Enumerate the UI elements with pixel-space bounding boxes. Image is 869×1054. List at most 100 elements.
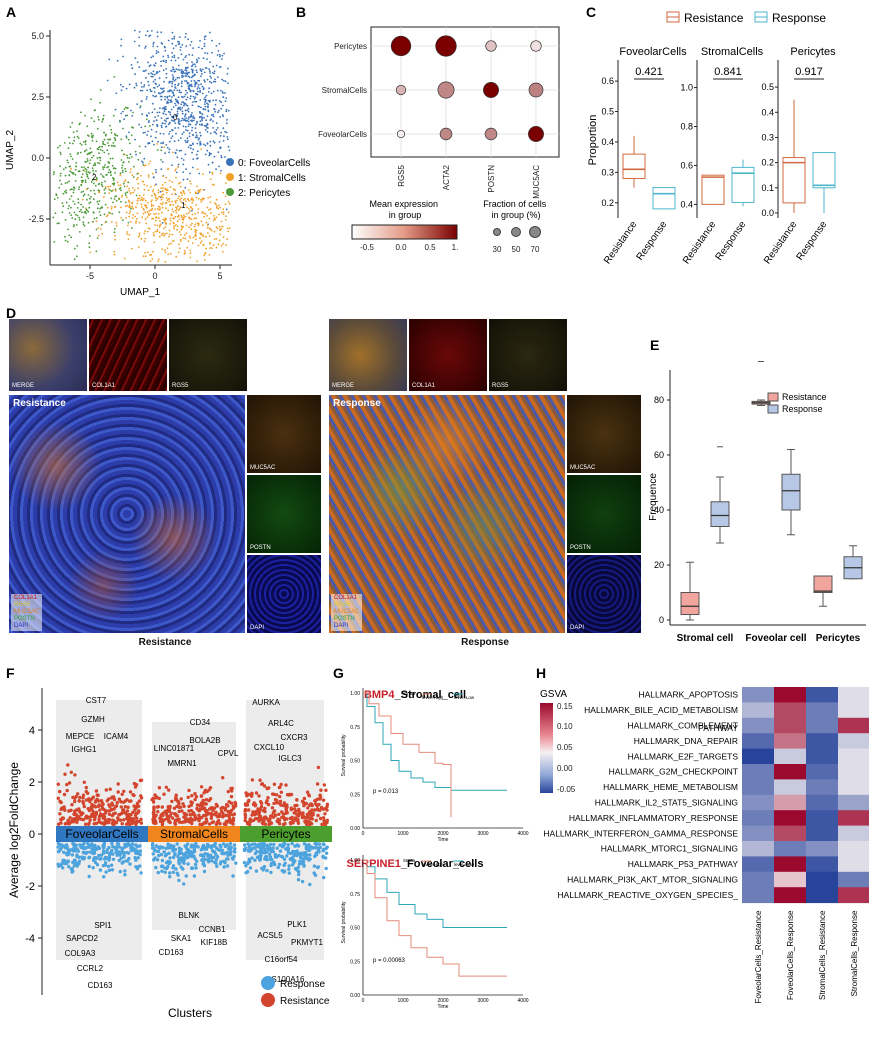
volcano-point-up bbox=[56, 796, 60, 800]
volcano-point-up bbox=[254, 812, 258, 816]
umap-point bbox=[146, 206, 148, 209]
umap-point bbox=[191, 197, 193, 200]
if-side-muc5ac[interactable]: MUC5AC bbox=[566, 394, 642, 474]
volcano-point-down bbox=[268, 855, 273, 859]
volcano-point-down bbox=[185, 842, 190, 846]
umap-point bbox=[87, 194, 90, 196]
umap-point bbox=[202, 211, 204, 213]
if-side-dapi[interactable]: DAPI bbox=[566, 554, 642, 634]
umap-point bbox=[73, 187, 76, 190]
umap-point bbox=[183, 119, 185, 121]
umap-point bbox=[85, 212, 87, 215]
umap-point bbox=[188, 116, 190, 118]
volcano-point-down bbox=[258, 850, 262, 854]
volcano-point-down bbox=[282, 863, 286, 868]
umap-point bbox=[214, 78, 217, 81]
volcano-point-up bbox=[226, 804, 230, 808]
volcano-point-up bbox=[63, 822, 67, 826]
umap-point bbox=[215, 216, 218, 219]
volcano-point-up bbox=[269, 821, 274, 825]
umap-point bbox=[165, 125, 168, 128]
umap-point bbox=[138, 36, 141, 39]
umap-point bbox=[173, 35, 176, 38]
umap-point bbox=[154, 194, 157, 197]
umap-point bbox=[180, 70, 183, 73]
umap-point bbox=[76, 245, 79, 247]
umap-point bbox=[79, 122, 81, 125]
umap-point bbox=[114, 195, 117, 198]
umap-point bbox=[105, 133, 107, 136]
umap-point bbox=[211, 183, 214, 186]
umap-point bbox=[79, 142, 82, 145]
umap-point bbox=[101, 149, 104, 152]
umap-point bbox=[134, 73, 136, 76]
gsva-cell bbox=[742, 794, 774, 811]
volcano-point-up bbox=[307, 794, 311, 798]
volcano-point-up bbox=[319, 805, 324, 810]
umap-point bbox=[153, 213, 156, 216]
umap-point bbox=[191, 65, 194, 67]
umap-point bbox=[164, 187, 167, 190]
if-side-dapi[interactable]: DAPI bbox=[246, 554, 322, 634]
if-thumb-rgs5[interactable]: RGS5 bbox=[488, 318, 568, 392]
if-thumb-rgs5[interactable]: RGS5 bbox=[168, 318, 248, 392]
if-side-postn[interactable]: POSTN bbox=[246, 474, 322, 554]
if-thumb-merge[interactable]: MERGE bbox=[8, 318, 88, 392]
umap-point bbox=[195, 234, 197, 237]
volcano-point-up bbox=[274, 798, 279, 803]
if-main-response[interactable]: Response COL1A1 RGS5 MUC5AC POSTN DAPI bbox=[328, 394, 566, 634]
if-thumb-col1a1[interactable]: COL1A1 bbox=[408, 318, 488, 392]
volcano-point-up bbox=[167, 788, 171, 792]
umap-point bbox=[107, 152, 110, 155]
volcano-point-down bbox=[190, 853, 194, 857]
volcano-point-down bbox=[316, 865, 321, 869]
km-pvalue: p = 0.00063 bbox=[373, 958, 406, 964]
umap-point bbox=[139, 106, 142, 109]
umap-point bbox=[144, 230, 147, 233]
umap-point bbox=[182, 71, 185, 73]
umap-point bbox=[187, 38, 190, 41]
volcano-point-up bbox=[117, 797, 122, 801]
gsva-cell bbox=[774, 687, 806, 703]
volcano-point-down bbox=[308, 857, 312, 861]
if-side-muc5ac[interactable]: MUC5AC bbox=[246, 394, 322, 474]
volcano-point-down bbox=[308, 853, 312, 857]
volcano-point-up bbox=[112, 795, 116, 799]
volcano-point-up bbox=[71, 795, 75, 800]
umap-point bbox=[171, 80, 174, 83]
volcano-point-down bbox=[58, 843, 63, 847]
umap-point bbox=[211, 161, 214, 164]
volcano-point-up bbox=[65, 788, 69, 793]
if-thumb-col1a1[interactable]: COL1A1 bbox=[88, 318, 168, 392]
umap-point bbox=[179, 240, 182, 242]
umap-point bbox=[94, 164, 96, 167]
volcano-point-up bbox=[178, 805, 183, 809]
umap-point bbox=[68, 234, 71, 237]
volcano-point-up bbox=[136, 804, 141, 808]
umap-point bbox=[167, 209, 170, 212]
volcano-point-down bbox=[205, 842, 210, 847]
if-side-postn[interactable]: POSTN bbox=[566, 474, 642, 554]
umap-point bbox=[151, 217, 154, 220]
umap-point bbox=[154, 82, 157, 85]
volcano-point-down bbox=[201, 843, 206, 848]
volcano-point-up bbox=[162, 818, 166, 822]
umap-point bbox=[149, 88, 152, 91]
umap-point bbox=[156, 197, 159, 200]
umap-point bbox=[190, 114, 193, 117]
volcano-legend-label: Resistance bbox=[280, 996, 330, 1007]
volcano-point-down bbox=[99, 856, 103, 861]
dotplot-expr-legend-title-line: in group bbox=[389, 210, 422, 220]
if-main-resistance[interactable]: Resistance COL1A1 RGS5 MUC5AC POSTN DAPI bbox=[8, 394, 246, 634]
umap-point bbox=[84, 160, 87, 163]
volcano-point-up bbox=[159, 817, 164, 821]
umap-point bbox=[151, 250, 154, 253]
umap-point bbox=[182, 159, 185, 161]
umap-point bbox=[192, 69, 195, 71]
umap-point bbox=[187, 107, 190, 110]
umap-point bbox=[145, 98, 148, 100]
umap-point bbox=[211, 247, 213, 250]
if-thumb-merge[interactable]: MERGE bbox=[328, 318, 408, 392]
umap-point bbox=[95, 250, 98, 253]
volcano-point-up bbox=[316, 813, 320, 818]
